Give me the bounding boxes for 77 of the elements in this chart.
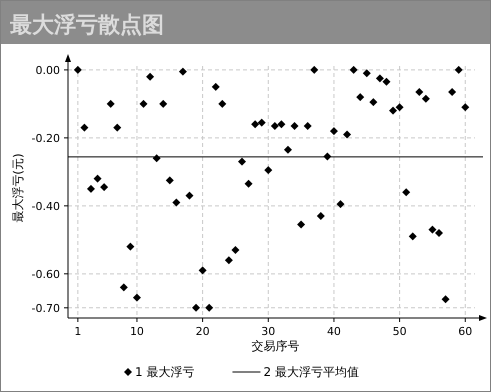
point xyxy=(172,198,180,206)
point xyxy=(422,94,430,103)
point xyxy=(415,88,424,96)
x-tick-label: 50 xyxy=(392,325,407,338)
point xyxy=(362,69,371,78)
point xyxy=(251,120,260,128)
point xyxy=(310,66,318,74)
point xyxy=(74,66,82,74)
point xyxy=(316,212,325,220)
point xyxy=(212,82,220,91)
x-tick-label: 10 xyxy=(130,325,144,338)
point xyxy=(258,118,266,127)
point xyxy=(146,72,154,81)
point xyxy=(277,120,286,128)
point xyxy=(356,93,364,102)
point xyxy=(244,180,253,188)
point xyxy=(185,192,194,200)
y-tick-label: 0.00 xyxy=(36,64,60,77)
point xyxy=(218,100,226,108)
point xyxy=(330,127,338,136)
point xyxy=(178,68,187,76)
point xyxy=(120,283,128,292)
point xyxy=(323,152,332,161)
point xyxy=(442,295,450,304)
point xyxy=(350,66,358,74)
point xyxy=(369,98,378,106)
y-tick-label: -0.70 xyxy=(32,302,60,315)
point xyxy=(396,103,404,112)
point xyxy=(113,124,122,132)
point xyxy=(264,166,272,174)
point xyxy=(106,100,115,108)
point xyxy=(159,100,168,108)
point xyxy=(336,200,345,208)
point xyxy=(192,304,200,312)
point xyxy=(448,88,456,96)
legend-label: 2 最大浮亏平均值 xyxy=(263,365,359,379)
point xyxy=(461,103,470,112)
point xyxy=(454,66,463,74)
point xyxy=(205,304,214,312)
y-tick-label: -0.40 xyxy=(32,200,60,213)
point xyxy=(224,256,233,264)
y-tick-label: -0.60 xyxy=(32,268,60,281)
point xyxy=(428,226,436,234)
point xyxy=(408,232,417,240)
legend-label: 1 最大浮亏 xyxy=(135,365,194,379)
point xyxy=(304,122,312,130)
chart-title: 最大浮亏散点图 xyxy=(9,13,164,38)
point xyxy=(435,229,444,238)
point xyxy=(198,266,207,274)
point xyxy=(132,294,141,302)
point xyxy=(376,74,384,82)
point xyxy=(389,106,398,115)
x-tick-label: 1 xyxy=(74,325,82,338)
x-tick-label: 40 xyxy=(326,325,341,338)
point xyxy=(126,242,134,251)
point xyxy=(284,146,292,154)
point xyxy=(100,183,108,192)
point xyxy=(140,100,148,108)
point xyxy=(382,78,390,86)
point xyxy=(86,184,95,193)
point xyxy=(290,122,299,130)
point xyxy=(402,188,410,196)
x-tick-label: 60 xyxy=(458,325,472,338)
x-tick-label: 20 xyxy=(196,325,210,338)
x-axis-title: 交易序号 xyxy=(252,339,300,353)
point xyxy=(94,174,102,183)
point xyxy=(80,124,88,132)
y-axis-title: 最大浮亏(元) xyxy=(11,153,25,223)
point xyxy=(231,246,240,254)
point xyxy=(152,154,161,162)
point xyxy=(297,220,306,229)
point xyxy=(270,122,279,130)
point xyxy=(343,130,352,138)
point xyxy=(238,158,246,166)
y-tick-label: -0.20 xyxy=(32,132,60,145)
point xyxy=(166,176,174,184)
x-tick-label: 30 xyxy=(261,325,276,338)
